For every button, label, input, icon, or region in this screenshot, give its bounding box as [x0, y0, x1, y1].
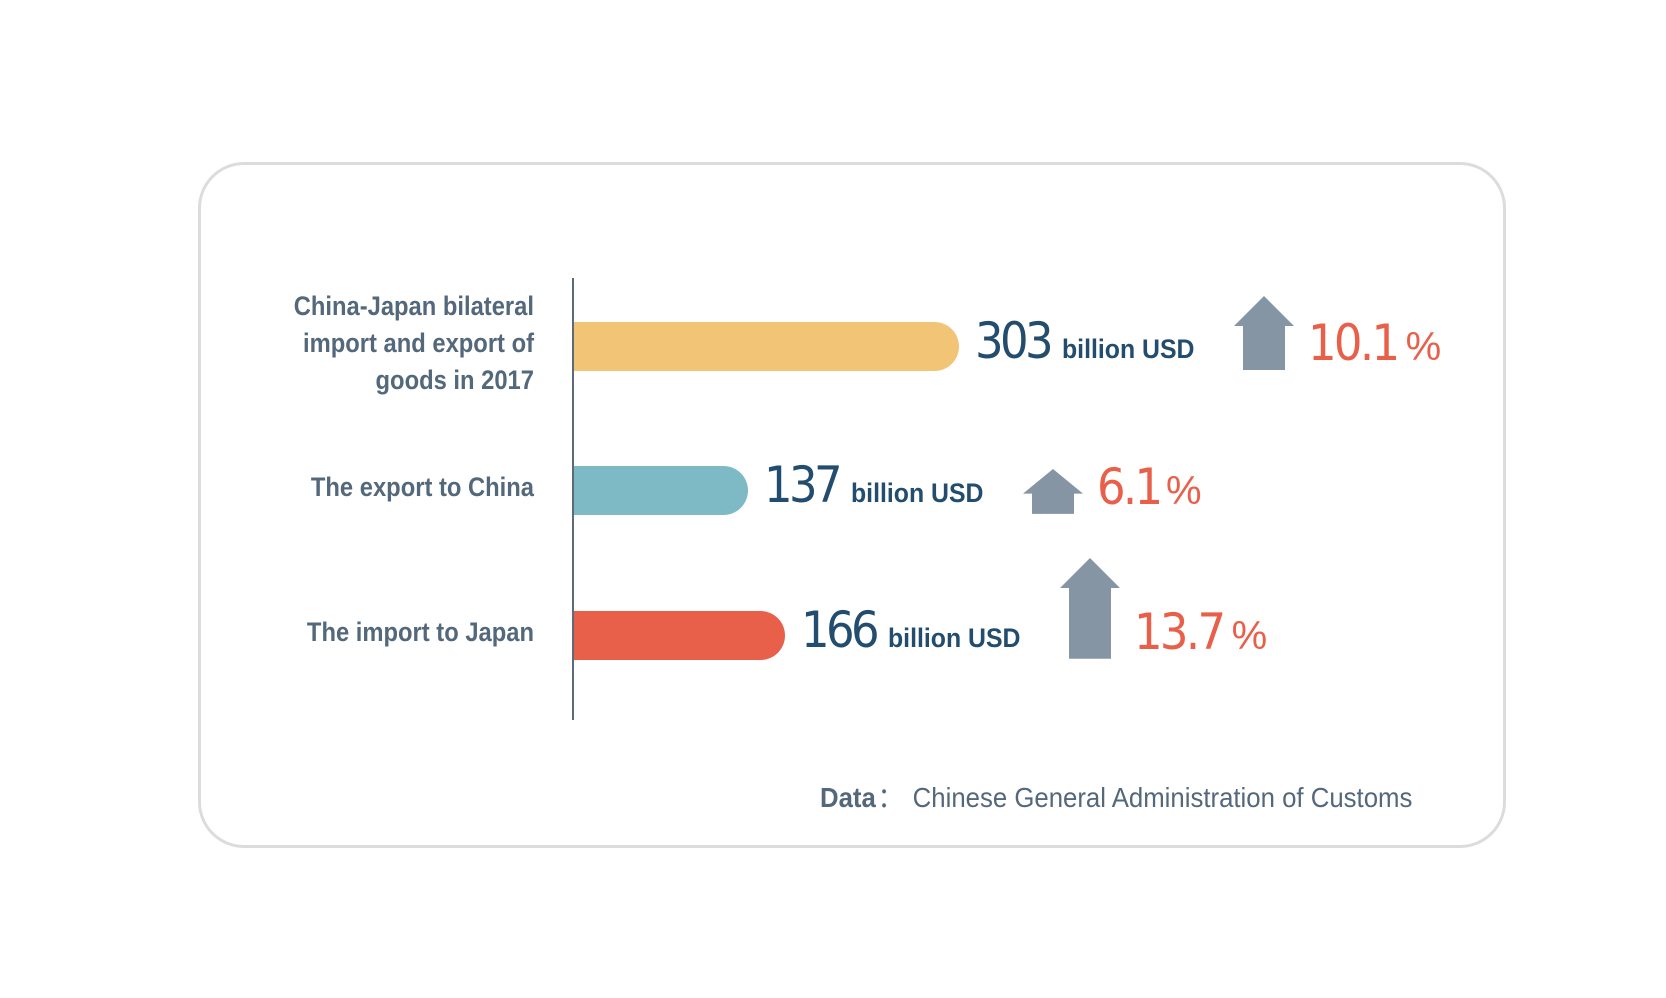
value-number: 166	[800, 601, 880, 659]
category-label: China-Japan bilateral import and export o…	[252, 288, 534, 399]
category-label-line: goods in 2017	[375, 364, 534, 395]
growth-arrow-shape	[1234, 295, 1295, 370]
growth-arrow-icon	[1234, 295, 1295, 370]
data-source: Data： Chinese General Administration of C…	[820, 776, 1412, 816]
bar	[574, 321, 959, 371]
category-label-line: The export to China	[310, 471, 534, 502]
value-unit: billion USD	[851, 478, 984, 508]
growth-number: 13.7	[1134, 603, 1226, 661]
category-label-line: The import to Japan	[306, 616, 534, 647]
growth-arrow-shape	[1023, 469, 1084, 514]
data-source-separator: ：	[877, 782, 904, 813]
value-number: 303	[974, 312, 1054, 370]
growth-label: 6.1%	[1097, 462, 1201, 512]
growth-label: 13.7%	[1134, 607, 1267, 657]
category-label: The export to China	[252, 469, 534, 506]
value-unit: billion USD	[1062, 334, 1195, 364]
growth-unit: %	[1165, 469, 1202, 513]
growth-unit: %	[1231, 614, 1268, 658]
growth-unit: %	[1405, 325, 1442, 369]
bar	[574, 465, 748, 515]
data-source-key: Data	[820, 782, 876, 813]
growth-arrow-shape	[1060, 558, 1121, 659]
value-label: 303 billion USD	[975, 316, 1206, 366]
value-label: 166 billion USD	[801, 605, 1032, 655]
category-label: The import to Japan	[252, 614, 534, 651]
value-unit: billion USD	[888, 623, 1021, 653]
value-number: 137	[763, 456, 843, 514]
growth-number: 10.1	[1308, 314, 1400, 372]
bar	[574, 610, 785, 660]
chart-card	[198, 162, 1506, 848]
data-source-text: Chinese General Administration of Custom…	[912, 782, 1413, 813]
y-axis-line	[572, 278, 574, 720]
growth-number: 6.1	[1097, 458, 1163, 516]
growth-arrow-icon	[1060, 558, 1121, 659]
category-label-line: China-Japan bilateral	[293, 290, 534, 321]
growth-arrow-icon	[1023, 469, 1084, 514]
category-label-line: import and export of	[303, 327, 534, 358]
growth-label: 10.1%	[1308, 318, 1441, 368]
value-label: 137 billion USD	[764, 460, 995, 510]
